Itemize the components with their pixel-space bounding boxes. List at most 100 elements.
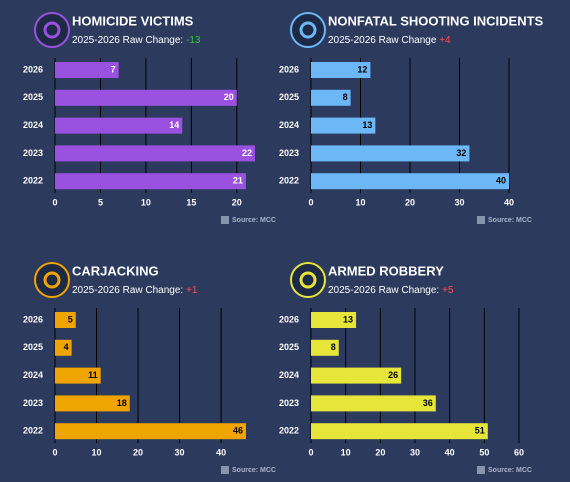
icon-glyph [43,21,61,39]
bar [55,117,183,134]
chart-panel: NONFATAL SHOOTING INCIDENTS 2025-2026 Raw… [279,12,544,224]
category-label: 2026 [23,64,43,74]
icon-glyph [299,21,317,39]
category-label: 2025 [279,92,299,102]
category-label: 2024 [23,120,43,130]
x-tick-label: 0 [308,447,313,457]
bar [55,62,119,78]
category-label: 2022 [23,426,43,436]
subtitle: 2025-2026 Raw Change: +5 [328,285,454,296]
category-label: 2026 [23,314,43,324]
category-label: 2026 [279,64,299,74]
bar [311,173,509,190]
x-tick-label: 20 [133,447,143,457]
icon-glyph [299,271,317,289]
x-tick-label: 30 [410,447,420,457]
x-tick-label: 0 [52,197,57,207]
source-icon [477,216,485,224]
value-label: 51 [475,426,485,436]
category-label: 2023 [279,148,299,158]
bar [55,173,246,190]
bar [55,367,101,384]
bar [311,117,376,134]
value-label: 26 [388,370,398,380]
value-label: 13 [362,120,372,130]
raw-change: -13 [186,35,201,46]
chart-title: CARJACKING [72,263,159,278]
bar [311,367,402,384]
x-tick-label: 5 [98,197,103,207]
x-tick-label: 30 [454,197,464,207]
chart-title: ARMED ROBBERY [328,263,444,278]
bar [311,145,470,162]
value-label: 20 [224,92,234,102]
category-label: 2023 [23,398,43,408]
bar [55,312,76,328]
subtitle-text: 2025-2026 Raw Change: [72,35,186,46]
subtitle-text: 2025-2026 Raw Change: [72,285,186,296]
subtitle: 2025-2026 Raw Change +4 [328,35,451,46]
subtitle: 2025-2026 Raw Change: +1 [72,285,198,296]
subtitle-text: 2025-2026 Raw Change: [328,285,442,296]
source-icon [221,466,229,474]
category-label: 2023 [23,148,43,158]
value-label: 46 [233,426,243,436]
value-label: 40 [496,176,506,186]
bar [55,339,72,356]
x-tick-label: 60 [514,447,524,457]
value-label: 21 [233,176,243,186]
value-label: 4 [64,342,69,352]
x-tick-label: 0 [52,447,57,457]
bar [311,312,357,328]
category-label: 2022 [279,176,299,186]
value-label: 8 [343,92,348,102]
bar [55,395,130,412]
x-tick-label: 15 [186,197,196,207]
value-label: 36 [423,398,433,408]
source: Source: MCC [488,467,532,474]
category-label: 2026 [279,314,299,324]
raw-change: +4 [439,35,451,46]
chart-panel: HOMICIDE VICTIMS 2025-2026 Raw Change: -1… [23,12,276,224]
x-tick-label: 20 [232,197,242,207]
x-tick-label: 10 [341,447,351,457]
raw-change: +5 [442,285,454,296]
category-label: 2022 [23,176,43,186]
x-tick-label: 30 [175,447,185,457]
x-tick-label: 10 [92,447,102,457]
x-tick-label: 50 [479,447,489,457]
icon [290,12,326,48]
icon [34,12,70,48]
bar [55,89,237,106]
icon [290,262,326,298]
value-label: 14 [169,120,179,130]
icon-glyph [43,271,61,289]
source-icon [221,216,229,224]
x-tick-label: 20 [405,197,415,207]
source: Source: MCC [232,467,276,474]
subtitle: 2025-2026 Raw Change: -13 [72,35,201,46]
bar [55,423,246,440]
source-icon [477,466,485,474]
source: Source: MCC [488,217,532,224]
category-label: 2024 [279,370,299,380]
chart-panel: ARMED ROBBERY 2025-2026 Raw Change: +5 0 10… [279,262,532,474]
x-tick-label: 40 [504,197,514,207]
value-label: 13 [343,314,353,324]
value-label: 22 [242,148,252,158]
value-label: 8 [331,342,336,352]
chart-panel: CARJACKING 2025-2026 Raw Change: +1 0 10 20 3… [23,262,276,474]
value-label: 18 [117,398,127,408]
bar [311,339,339,356]
category-label: 2023 [279,398,299,408]
x-tick-label: 0 [308,197,313,207]
category-label: 2022 [279,426,299,436]
category-label: 2025 [279,342,299,352]
category-label: 2025 [23,92,43,102]
bar [311,62,371,78]
x-tick-label: 10 [355,197,365,207]
bar [311,395,436,412]
value-label: 5 [68,314,73,324]
source: Source: MCC [232,217,276,224]
